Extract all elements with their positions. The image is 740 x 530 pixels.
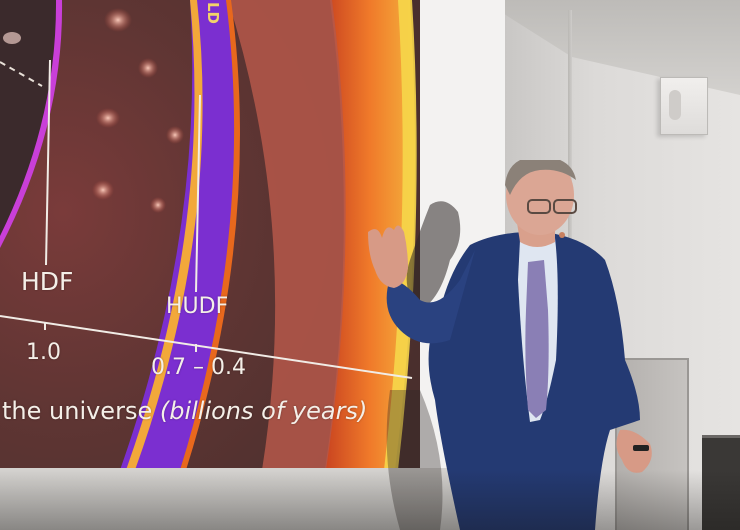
slide-value-right: 0.7 – 0.4	[151, 355, 246, 380]
equipment-rack	[702, 435, 740, 530]
presentation-clicker	[633, 445, 649, 451]
headset-mic	[559, 232, 565, 238]
slide-edge-text: LD	[204, 2, 222, 25]
slide-marker-hdf: HDF	[21, 267, 74, 296]
slide-axis-label: the universe (billions of years)	[2, 397, 367, 425]
raised-hand	[368, 225, 408, 288]
tie	[525, 260, 549, 418]
floor-shadow	[0, 470, 740, 530]
screen-lower-edge	[0, 468, 505, 530]
slide-marker-hudf: HUDF	[166, 294, 229, 319]
hair	[505, 160, 576, 195]
slide-axis-italic: (billions of years)	[159, 397, 368, 425]
raised-arm	[386, 250, 475, 344]
wall-speaker	[660, 77, 708, 135]
slide-axis-prefix: the universe	[2, 397, 160, 425]
speaker-shadow	[406, 201, 461, 310]
slide-graphic	[0, 0, 420, 470]
speaker-head	[506, 160, 574, 235]
projected-slide: HDF HUDF 1.0 0.7 – 0.4 the universe (bil…	[0, 0, 420, 470]
glasses	[527, 199, 551, 214]
speaker-shadow-lower	[386, 390, 443, 530]
speaker-person	[368, 160, 652, 530]
slide-value-left: 1.0	[26, 340, 61, 365]
lower-hand	[616, 429, 652, 473]
